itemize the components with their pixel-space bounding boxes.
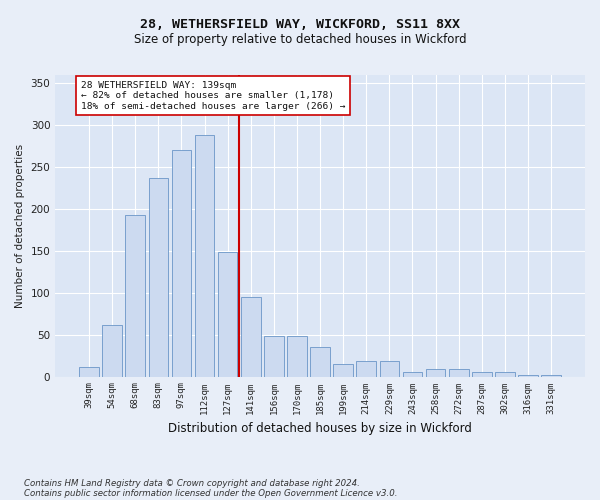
X-axis label: Distribution of detached houses by size in Wickford: Distribution of detached houses by size …: [168, 422, 472, 435]
Bar: [149, 178, 168, 376]
Bar: [241, 297, 260, 376]
Bar: [518, 375, 538, 376]
Bar: [103, 326, 122, 376]
Bar: [310, 347, 330, 376]
Bar: [172, 150, 191, 376]
Bar: [195, 136, 214, 376]
Bar: [449, 369, 469, 376]
Bar: [403, 372, 422, 376]
Bar: [79, 368, 99, 376]
Bar: [541, 375, 561, 376]
Text: Contains HM Land Registry data © Crown copyright and database right 2024.: Contains HM Land Registry data © Crown c…: [24, 478, 360, 488]
Text: Contains public sector information licensed under the Open Government Licence v3: Contains public sector information licen…: [24, 488, 398, 498]
Bar: [287, 336, 307, 376]
Y-axis label: Number of detached properties: Number of detached properties: [15, 144, 25, 308]
Bar: [264, 336, 284, 376]
Text: 28 WETHERSFIELD WAY: 139sqm
← 82% of detached houses are smaller (1,178)
18% of : 28 WETHERSFIELD WAY: 139sqm ← 82% of det…: [81, 81, 346, 110]
Bar: [218, 252, 238, 376]
Text: Size of property relative to detached houses in Wickford: Size of property relative to detached ho…: [134, 34, 466, 46]
Bar: [334, 364, 353, 376]
Bar: [472, 372, 491, 376]
Bar: [495, 372, 515, 376]
Bar: [356, 362, 376, 376]
Bar: [125, 215, 145, 376]
Bar: [426, 369, 445, 376]
Text: 28, WETHERSFIELD WAY, WICKFORD, SS11 8XX: 28, WETHERSFIELD WAY, WICKFORD, SS11 8XX: [140, 18, 460, 30]
Bar: [380, 360, 399, 376]
